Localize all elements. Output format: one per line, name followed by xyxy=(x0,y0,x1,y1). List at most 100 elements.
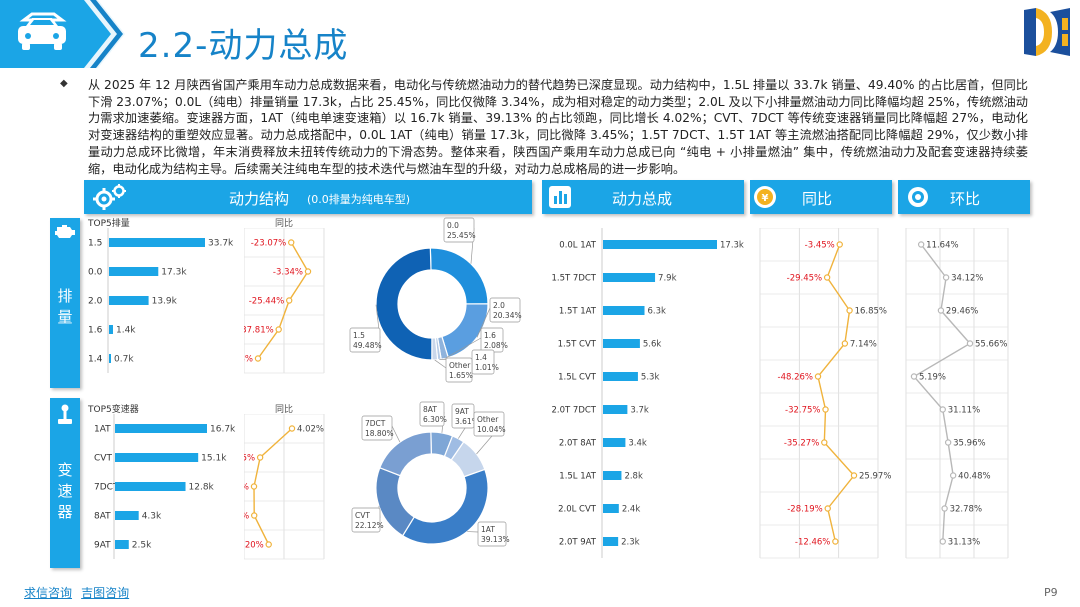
power-structure-header: 动力结构 (0.0排量为纯电车型) xyxy=(84,180,532,214)
powertrain-title: 动力总成 xyxy=(612,190,673,208)
callout-box xyxy=(445,357,473,383)
data-point xyxy=(304,268,312,275)
data-point xyxy=(966,340,974,347)
bar xyxy=(603,438,626,447)
footer-link-1[interactable]: 求信咨询 xyxy=(24,586,73,600)
data-point xyxy=(917,241,925,248)
slice-value-label: 22.12% xyxy=(355,521,384,530)
data-point xyxy=(850,472,858,479)
category-label: 8AT xyxy=(94,512,111,522)
data-point xyxy=(949,472,957,479)
yoy-header: ¥ 同比 xyxy=(750,180,892,214)
data-point xyxy=(836,241,843,248)
data-label: 3.4k xyxy=(628,439,647,449)
engine-icon xyxy=(55,225,75,238)
donut-slice xyxy=(429,247,489,305)
data-label: -23.07% xyxy=(251,239,286,249)
callout-box xyxy=(361,415,393,441)
slice-value-label: 25.45% xyxy=(447,231,476,240)
callout-box xyxy=(477,521,507,547)
slice-category-label: Other xyxy=(477,415,499,424)
top5-transmission-label: TOP5变速器 xyxy=(88,405,139,415)
category-label: 9AT xyxy=(94,541,111,551)
bar xyxy=(603,504,619,513)
data-label: 34.12% xyxy=(951,274,983,284)
data-point xyxy=(832,538,839,545)
footer-link-2[interactable]: 吉图咨询 xyxy=(81,586,130,600)
callout-box xyxy=(443,217,475,243)
series-line xyxy=(817,244,855,542)
data-point xyxy=(939,538,946,545)
car-icon xyxy=(18,12,67,50)
brand-logo xyxy=(1024,8,1070,56)
callout-box xyxy=(473,411,505,437)
svg-text:¥: ¥ xyxy=(762,193,769,204)
data-label: -28.19% xyxy=(787,505,822,515)
data-label: 25.97% xyxy=(859,472,891,482)
data-label: -3.45% xyxy=(805,241,835,251)
data-label: -35.27% xyxy=(784,439,819,449)
slice-value-label: 20.34% xyxy=(493,311,522,320)
power-structure-title: 动力结构 xyxy=(229,190,290,208)
data-label: -32.75% xyxy=(785,406,820,416)
category-label: 1.5L 1AT xyxy=(559,472,597,482)
data-point xyxy=(937,307,945,314)
donut-slice xyxy=(401,468,489,545)
bar xyxy=(115,453,199,462)
slice-category-label: 1.4 xyxy=(475,353,487,362)
bar xyxy=(603,306,645,315)
data-point xyxy=(254,355,262,362)
bar xyxy=(115,424,207,433)
category-label: 1.6 xyxy=(88,326,103,336)
mom-title: 环比 xyxy=(950,190,981,208)
bar xyxy=(109,325,113,334)
slice-value-label: 1.65% xyxy=(449,371,473,380)
slice-value-label: 6.30% xyxy=(423,415,447,424)
slice-category-label: Other xyxy=(449,361,471,370)
data-label: -29.45% xyxy=(787,274,822,284)
category-label: CVT xyxy=(94,454,112,464)
donut-slice xyxy=(375,247,433,361)
data-point xyxy=(944,439,952,446)
callout-line xyxy=(434,359,447,369)
category-label: 1AT xyxy=(94,425,111,435)
transmission-side-label: 变速器 xyxy=(50,398,80,568)
data-point xyxy=(823,274,831,281)
series-line xyxy=(912,244,972,542)
callout-box xyxy=(351,507,381,533)
mom-header: 环比 xyxy=(898,180,1030,214)
data-label: 40.48% xyxy=(958,472,990,482)
bar xyxy=(109,296,149,305)
data-point xyxy=(288,425,296,432)
top5-displacement-label: TOP5排量 xyxy=(88,219,130,229)
data-label: 2.3k xyxy=(621,538,640,548)
displacement-donut-chart: 0.025.45%2.020.34%1.62.08%1.41.01%Other1… xyxy=(349,217,522,383)
data-label: 5.6k xyxy=(643,340,662,350)
data-point xyxy=(275,326,282,333)
data-label: 2.4k xyxy=(622,505,641,515)
data-label: -12.46% xyxy=(795,538,830,548)
data-label: -33.86% xyxy=(244,483,249,493)
data-point xyxy=(288,239,295,246)
data-label: 0.7k xyxy=(114,355,134,365)
page-title: 2.2-动力总成 xyxy=(138,26,349,66)
slice-value-label: 49.48% xyxy=(353,341,382,350)
data-label: 29.46% xyxy=(946,307,978,317)
bar xyxy=(603,273,656,282)
category-label: 2.0T 8AT xyxy=(559,439,597,449)
data-point xyxy=(251,512,258,519)
callout-box xyxy=(489,297,521,323)
data-label: -19.20% xyxy=(244,541,264,551)
bar xyxy=(109,238,205,247)
category-label: 2.0T 7DCT xyxy=(552,406,597,416)
data-point xyxy=(250,483,258,490)
bar xyxy=(603,405,628,414)
slice-category-label: CVT xyxy=(355,511,370,520)
bar xyxy=(115,540,129,549)
powertrain-bar-chart: 0.0L 1AT 17.3k 1.5T 7DCT 7.9k 1.5T 1AT 6.3k 1.… xyxy=(552,228,744,558)
bullet-icon: ◆ xyxy=(60,78,68,89)
data-point xyxy=(256,454,264,461)
bar xyxy=(603,537,619,546)
displacement-yoy-chart: -23.07% -3.34% -25.44% -37.81% -62.13% xyxy=(244,228,325,374)
